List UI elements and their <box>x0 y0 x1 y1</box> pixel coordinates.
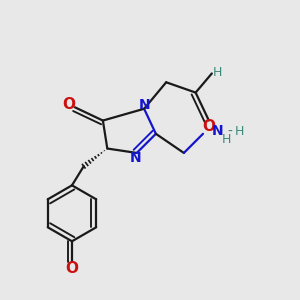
Text: N: N <box>211 124 223 138</box>
Text: H: H <box>221 133 231 146</box>
Text: -: - <box>228 124 232 138</box>
Text: O: O <box>65 261 79 276</box>
Text: O: O <box>62 97 75 112</box>
Text: N: N <box>130 151 141 165</box>
Text: H: H <box>212 66 222 79</box>
Text: O: O <box>202 119 215 134</box>
Text: N: N <box>139 98 151 112</box>
Text: H: H <box>235 125 244 138</box>
